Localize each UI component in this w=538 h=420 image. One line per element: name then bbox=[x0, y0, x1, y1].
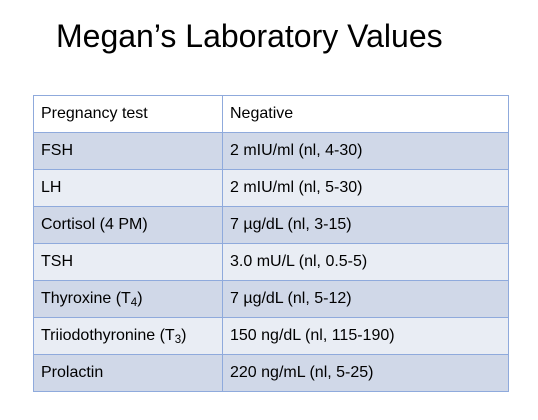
test-name-cell: Pregnancy test bbox=[33, 95, 223, 133]
result-cell: Negative bbox=[222, 95, 509, 133]
table-row: TSH 3.0 mU/L (nl, 0.5-5) bbox=[33, 243, 509, 281]
table-row: Cortisol (4 PM) 7 µg/dL (nl, 3-15) bbox=[33, 206, 509, 244]
test-name-cell: FSH bbox=[33, 132, 223, 170]
test-name-cell: TSH bbox=[33, 243, 223, 281]
table-row: Prolactin 220 ng/mL (nl, 5-25) bbox=[33, 354, 509, 392]
table-row: Triiodothyronine (T3) 150 ng/dL (nl, 115… bbox=[33, 317, 509, 355]
test-name-cell: Triiodothyronine (T3) bbox=[33, 317, 223, 355]
table-row: Thyroxine (T4) 7 µg/dL (nl, 5-12) bbox=[33, 280, 509, 318]
lab-values-table: Pregnancy test Negative FSH 2 mIU/ml (nl… bbox=[33, 95, 509, 392]
table-row: Pregnancy test Negative bbox=[33, 95, 509, 133]
result-cell: 220 ng/mL (nl, 5-25) bbox=[222, 354, 509, 392]
test-name-cell: LH bbox=[33, 169, 223, 207]
result-cell: 150 ng/dL (nl, 115-190) bbox=[222, 317, 509, 355]
result-cell: 2 mIU/ml (nl, 5-30) bbox=[222, 169, 509, 207]
result-cell: 2 mIU/ml (nl, 4-30) bbox=[222, 132, 509, 170]
slide-title: Megan’s Laboratory Values bbox=[56, 18, 443, 54]
table-row: FSH 2 mIU/ml (nl, 4-30) bbox=[33, 132, 509, 170]
result-cell: 7 µg/dL (nl, 3-15) bbox=[222, 206, 509, 244]
result-cell: 7 µg/dL (nl, 5-12) bbox=[222, 280, 509, 318]
test-name-cell: Cortisol (4 PM) bbox=[33, 206, 223, 244]
test-name-cell: Prolactin bbox=[33, 354, 223, 392]
test-name-cell: Thyroxine (T4) bbox=[33, 280, 223, 318]
table-row: LH 2 mIU/ml (nl, 5-30) bbox=[33, 169, 509, 207]
result-cell: 3.0 mU/L (nl, 0.5-5) bbox=[222, 243, 509, 281]
